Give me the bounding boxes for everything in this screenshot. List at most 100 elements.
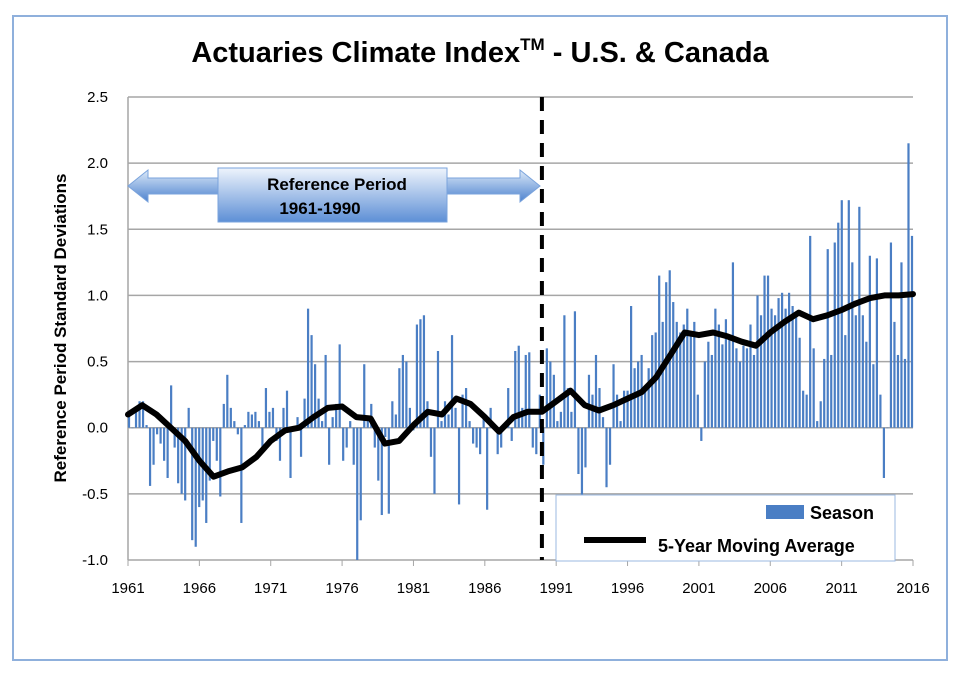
season-bar [489, 407, 492, 428]
season-bar [394, 414, 397, 428]
season-bar [328, 427, 331, 465]
season-bar [457, 427, 461, 505]
y-tick-label: -1.0 [82, 552, 108, 569]
season-bar [570, 411, 573, 428]
season-bar [471, 427, 475, 444]
season-bar [907, 143, 910, 428]
season-bar [177, 427, 180, 484]
season-bar [236, 427, 239, 435]
season-bar [173, 427, 176, 448]
season-bar [398, 368, 401, 428]
season-bar [475, 427, 478, 448]
season-bar [788, 292, 791, 428]
season-bar [868, 255, 871, 428]
season-bar [559, 411, 562, 428]
season-bar [742, 345, 745, 428]
x-tick-label: 1971 [254, 580, 287, 597]
season-bar [882, 427, 886, 478]
season-bar [573, 311, 577, 428]
season-bar [545, 348, 548, 428]
season-bar [858, 206, 861, 428]
season-bar [777, 298, 780, 428]
season-bar [893, 321, 896, 428]
season-bar [170, 385, 173, 428]
season-bar [464, 388, 468, 428]
season-bar [584, 427, 587, 468]
season-bar [766, 275, 770, 428]
season-bar [658, 275, 661, 428]
season-bar [415, 324, 419, 428]
season-bar [187, 407, 190, 428]
chart-title: Actuaries Climate IndexTM - U.S. & Canad… [191, 35, 769, 69]
season-bar [219, 427, 222, 497]
season-bar [528, 352, 531, 428]
season-bar [752, 354, 756, 428]
season-bar [359, 427, 362, 521]
season-bar [865, 341, 868, 428]
y-tick-label: -0.5 [82, 486, 108, 503]
x-tick-label: 1961 [111, 580, 144, 597]
season-bar [714, 308, 717, 428]
season-bar [601, 417, 605, 428]
season-bar [809, 235, 812, 428]
season-bar [163, 427, 166, 461]
season-bar [321, 421, 324, 428]
season-bar [861, 315, 864, 428]
season-bar [194, 427, 197, 547]
season-bar [823, 358, 826, 428]
season-bar [696, 394, 699, 428]
season-bar [145, 425, 148, 428]
season-bar [184, 427, 187, 501]
season-bar [626, 390, 629, 428]
season-bar [233, 421, 236, 428]
y-tick-label: 1.0 [87, 287, 108, 304]
season-bar [689, 332, 692, 428]
x-tick-label: 1996 [611, 580, 644, 597]
reference-period-label: Reference Period [267, 175, 407, 194]
season-bar [180, 427, 183, 494]
season-bar [721, 344, 724, 428]
season-bar [198, 427, 201, 508]
season-bar [514, 350, 517, 428]
season-bar [531, 427, 534, 448]
season-bar [148, 427, 152, 486]
season-bar [521, 407, 524, 428]
season-bar [282, 407, 285, 428]
season-bar [127, 414, 131, 428]
y-tick-label: 0.0 [87, 420, 108, 437]
x-tick-label: 1976 [325, 580, 358, 597]
season-bar [215, 427, 218, 461]
season-bar [134, 411, 138, 428]
season-bar [896, 354, 900, 428]
season-bar [738, 361, 742, 428]
season-bar [675, 321, 678, 428]
season-bar [454, 407, 457, 428]
season-bar [338, 344, 341, 428]
season-bar [486, 427, 489, 510]
season-bar [310, 335, 313, 428]
season-bar [408, 407, 411, 428]
season-bar [250, 414, 253, 428]
season-bar [226, 374, 229, 428]
season-bar [795, 315, 798, 428]
season-bar [580, 427, 584, 505]
season-bar [707, 341, 710, 428]
season-bar [826, 249, 829, 428]
season-bar [296, 417, 299, 428]
season-bar [728, 335, 731, 428]
season-bar [299, 427, 303, 457]
season-bar [447, 414, 450, 428]
season-bar [756, 295, 759, 428]
season-bar [373, 427, 376, 448]
season-bar [563, 315, 566, 428]
season-bar [436, 350, 440, 428]
season-bar [879, 394, 882, 428]
season-bar [507, 388, 510, 428]
season-bar [612, 364, 615, 428]
x-tick-label: 2011 [826, 580, 858, 597]
x-tick-label: 1966 [183, 580, 216, 597]
reference-period-years: 1961-1990 [279, 199, 360, 218]
chart-frame [12, 15, 948, 661]
season-bar [257, 421, 261, 428]
season-bar [141, 401, 145, 428]
